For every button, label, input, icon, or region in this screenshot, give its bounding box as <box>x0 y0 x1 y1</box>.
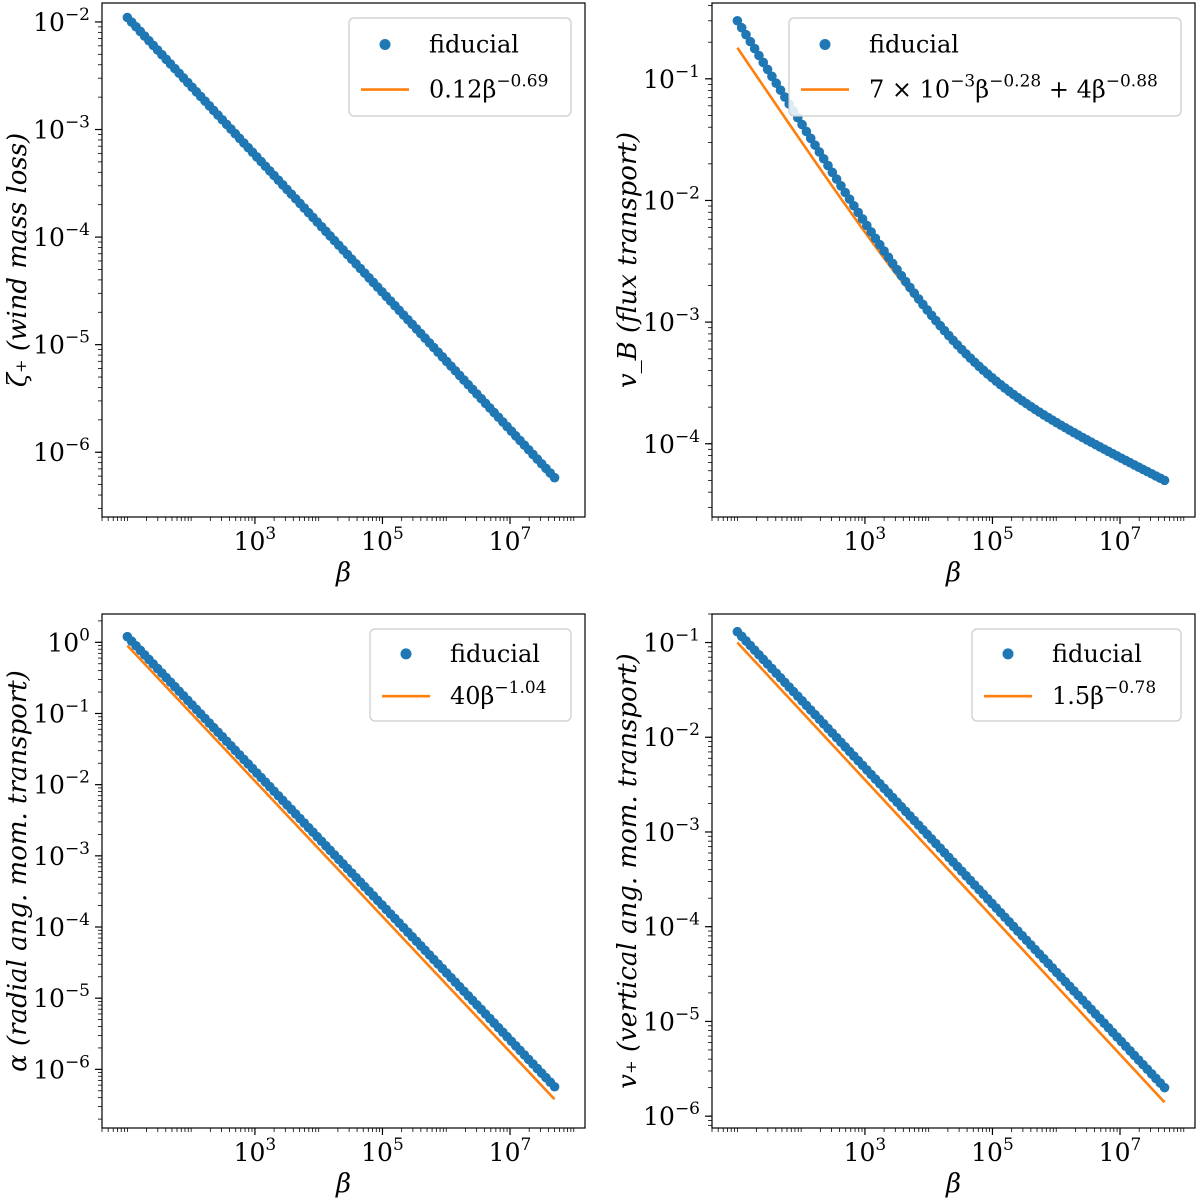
scatter-point <box>549 472 560 483</box>
y-tick-label: 10−6 <box>643 1099 700 1131</box>
x-axis-label: β <box>945 1169 961 1198</box>
legend-label-scatter: fiducial <box>869 30 959 58</box>
legend-marker-scatter <box>1002 648 1014 660</box>
scatter-point <box>1159 1082 1170 1093</box>
scatter-point <box>797 119 807 130</box>
y-tick-label: 10−3 <box>643 815 700 847</box>
scatter-series <box>122 12 560 483</box>
y-tick-label: 10−5 <box>33 328 90 360</box>
x-tick-label: 103 <box>844 1135 887 1167</box>
y-tick-label: 10−2 <box>33 5 90 37</box>
y-axis-label: α (radial ang. mom. transport) <box>3 670 33 1072</box>
scatter-point <box>732 15 743 26</box>
scatter-series <box>732 15 1170 486</box>
y-tick-label: 100 <box>47 625 90 657</box>
legend-box <box>971 628 1182 722</box>
scatter-point <box>741 29 751 40</box>
y-tick-label: 10−6 <box>33 1052 90 1084</box>
y-tick-label: 10−1 <box>643 62 700 94</box>
x-tick-label: 103 <box>234 524 277 556</box>
legend-box <box>788 17 1182 117</box>
x-axis-label: β <box>945 558 961 588</box>
panel-vplus: 103 105 107 10−6 10−5 10−4 10−3 10−2 10−1 β v₊ (ve… <box>613 613 1196 1198</box>
panel-alpha: 103 105 107 10−6 10−5 10−4 10−3 10−2 10−1 100 β α (… <box>3 613 586 1198</box>
y-tick-label: 10−4 <box>643 427 700 459</box>
scatter-point <box>749 43 760 54</box>
fit-line <box>126 644 556 1101</box>
legend-label-line: 7 × 10−3β−0.28 + 4β−0.88 <box>869 72 1158 104</box>
scatter-point <box>549 1081 560 1092</box>
minor-ticks <box>708 613 1185 1132</box>
scatter-point <box>805 133 816 144</box>
axes-frame <box>101 613 586 1129</box>
y-tick-label: 10−2 <box>643 183 700 215</box>
scatter-point <box>762 64 773 75</box>
y-tick-label: 10−6 <box>33 435 90 467</box>
axes-frame <box>711 613 1196 1129</box>
legend: fiducial 40β−1.04 <box>369 628 572 722</box>
y-tick-label: 10−1 <box>643 626 700 658</box>
scatter-point <box>758 57 769 68</box>
scatter-series <box>732 626 1170 1093</box>
scatter-point <box>1159 475 1170 486</box>
scatter-point <box>767 71 777 82</box>
y-tick-label: 10−3 <box>33 839 90 871</box>
legend-marker-scatter <box>819 38 831 50</box>
scatter-point <box>754 50 764 61</box>
y-tick-label: 10−3 <box>643 305 700 337</box>
y-tick-label: 10−2 <box>643 720 700 752</box>
x-axis-label: β <box>335 1169 351 1198</box>
legend-label-line: 40β−1.04 <box>450 678 547 710</box>
y-axis-label: ζ₊ (wind mass loss) <box>3 133 33 387</box>
scatter-point <box>745 36 756 47</box>
legend-label-line: 0.12β−0.69 <box>429 72 548 104</box>
fit-line <box>736 641 1166 1104</box>
y-tick-label: 10−5 <box>33 981 90 1013</box>
legend: fiducial 0.12β−0.69 <box>348 17 572 117</box>
x-tick-label: 107 <box>1099 1135 1142 1167</box>
panel-zeta: 103 105 107 10−6 10−5 10−4 10−3 10−2 β ζ₊ (wind m… <box>3 2 586 588</box>
y-tick-label: 10−5 <box>643 1004 700 1036</box>
y-axis-label: v_B (flux transport) <box>613 132 643 388</box>
x-tick-label: 105 <box>361 524 404 556</box>
x-axis-label: β <box>335 558 351 588</box>
y-tick-label: 10−4 <box>33 220 90 252</box>
legend: fiducial 1.5β−0.78 <box>971 628 1182 722</box>
scatter-point <box>771 78 782 89</box>
scatter-point <box>801 126 812 137</box>
legend-box <box>369 628 572 722</box>
axes-frame <box>711 2 1196 518</box>
legend-label-scatter: fiducial <box>450 640 540 668</box>
x-tick-label: 103 <box>234 1135 277 1167</box>
x-tick-label: 107 <box>489 1135 532 1167</box>
x-tick-label: 107 <box>489 524 532 556</box>
x-tick-label: 105 <box>971 524 1014 556</box>
y-tick-label: 10−3 <box>33 113 90 145</box>
y-tick-label: 10−4 <box>643 910 700 942</box>
y-axis-label: v₊ (vertical ang. mom. transport) <box>613 653 643 1088</box>
x-tick-label: 103 <box>844 524 887 556</box>
scatter-series <box>122 631 560 1092</box>
axes-frame <box>101 2 586 518</box>
legend: fiducial 7 × 10−3β−0.28 + 4β−0.88 <box>788 17 1182 117</box>
scatter-point <box>736 22 747 33</box>
x-tick-label: 105 <box>971 1135 1014 1167</box>
y-tick-label: 10−4 <box>33 910 90 942</box>
legend-label-scatter: fiducial <box>1052 640 1142 668</box>
legend-marker-scatter <box>379 38 391 50</box>
y-tick-label: 10−2 <box>33 768 90 800</box>
legend-marker-scatter <box>400 648 412 660</box>
scatter-point <box>810 140 820 150</box>
legend-box <box>348 17 572 117</box>
scatter-point <box>775 85 786 95</box>
legend-label-scatter: fiducial <box>429 30 519 58</box>
y-tick-label: 10−1 <box>33 696 90 728</box>
x-tick-label: 107 <box>1099 524 1142 556</box>
scatter-point <box>814 147 825 157</box>
panel-vB: 103 105 107 10−4 10−3 10−2 10−1 β v_B (flux tran… <box>613 2 1196 588</box>
scatter-point <box>780 92 790 102</box>
x-tick-label: 105 <box>361 1135 404 1167</box>
legend-label-line: 1.5β−0.78 <box>1052 678 1156 710</box>
